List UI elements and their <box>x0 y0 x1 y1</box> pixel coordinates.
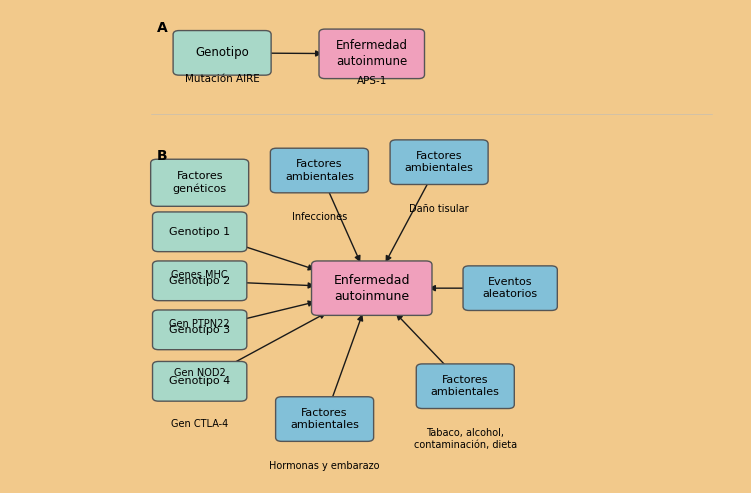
Text: Genotipo: Genotipo <box>195 46 249 59</box>
Text: Factores
ambientales: Factores ambientales <box>405 151 474 174</box>
Text: Genotipo 2: Genotipo 2 <box>169 276 231 286</box>
FancyBboxPatch shape <box>152 310 247 350</box>
Text: Enfermedad
autoinmune: Enfermedad autoinmune <box>333 274 410 303</box>
FancyBboxPatch shape <box>390 140 488 184</box>
Text: Genotipo 3: Genotipo 3 <box>169 325 231 335</box>
FancyBboxPatch shape <box>416 364 514 409</box>
Text: A: A <box>157 21 167 35</box>
FancyBboxPatch shape <box>152 361 247 401</box>
Text: Infecciones: Infecciones <box>291 212 347 222</box>
Text: Enfermedad
autoinmune: Enfermedad autoinmune <box>336 39 408 69</box>
Text: Tabaco, alcohol,
contaminación, dieta: Tabaco, alcohol, contaminación, dieta <box>414 428 517 450</box>
Text: Factores
ambientales: Factores ambientales <box>431 375 499 397</box>
Text: Factores
ambientales: Factores ambientales <box>285 159 354 182</box>
Text: Gen CTLA-4: Gen CTLA-4 <box>171 420 228 429</box>
Text: Eventos
aleatorios: Eventos aleatorios <box>483 277 538 299</box>
FancyBboxPatch shape <box>270 148 369 193</box>
FancyBboxPatch shape <box>319 29 424 78</box>
Text: Genotipo 4: Genotipo 4 <box>169 376 231 387</box>
Text: APS-1: APS-1 <box>357 76 387 86</box>
Text: Gen PTPN22: Gen PTPN22 <box>170 319 230 329</box>
FancyBboxPatch shape <box>152 212 247 251</box>
Text: Gen NOD2: Gen NOD2 <box>173 368 225 378</box>
Text: Genotipo 1: Genotipo 1 <box>169 227 231 237</box>
Text: Hormonas y embarazo: Hormonas y embarazo <box>270 461 380 471</box>
Text: Genes MHC: Genes MHC <box>171 270 228 280</box>
FancyBboxPatch shape <box>276 397 374 441</box>
Text: B: B <box>157 149 167 163</box>
FancyBboxPatch shape <box>312 261 432 316</box>
FancyBboxPatch shape <box>463 266 557 311</box>
FancyBboxPatch shape <box>173 31 271 75</box>
Text: Factores
ambientales: Factores ambientales <box>290 408 359 430</box>
FancyBboxPatch shape <box>152 261 247 301</box>
Text: Factores
genéticos: Factores genéticos <box>173 171 227 194</box>
Text: Mutación AIRE: Mutación AIRE <box>185 74 260 84</box>
FancyBboxPatch shape <box>151 159 249 206</box>
Text: Daño tisular: Daño tisular <box>409 204 469 214</box>
